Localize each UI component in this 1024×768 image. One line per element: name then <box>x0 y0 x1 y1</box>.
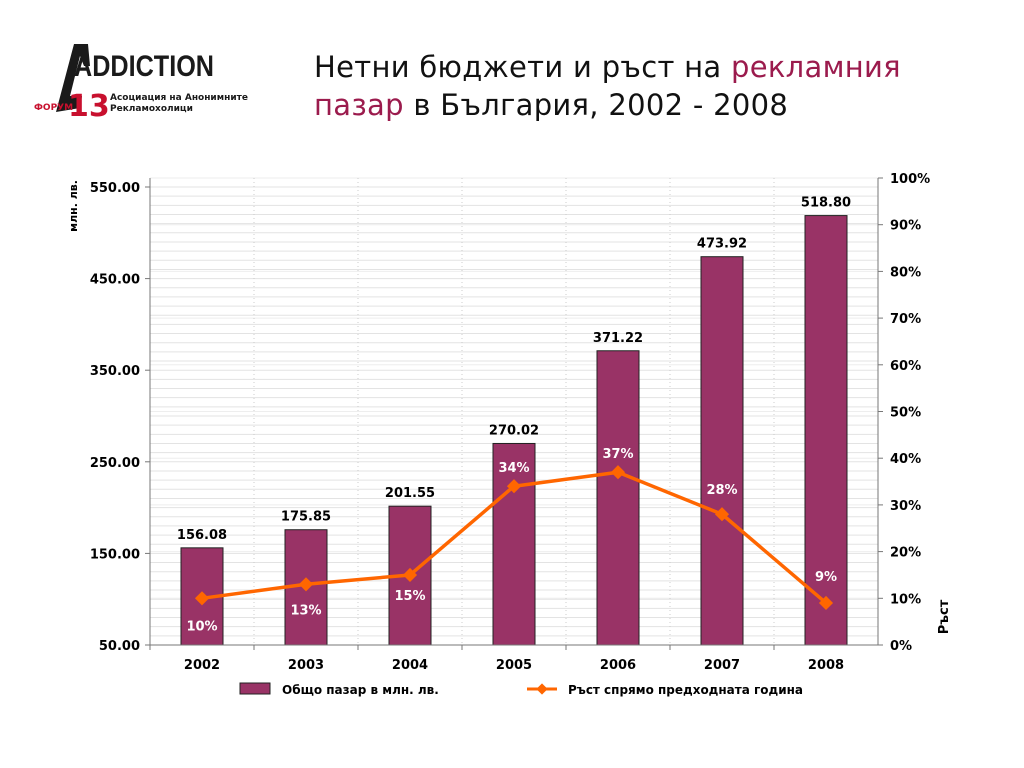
growth-marker-2004 <box>402 567 418 583</box>
legend-swatch-marker <box>536 683 548 695</box>
legend-label-bar: Общо пазар в млн. лв. <box>282 683 439 697</box>
title-part1: Нетни бюджети и ръст на <box>314 50 732 84</box>
x-tick-label: 2008 <box>808 658 844 673</box>
growth-marker-2006 <box>610 465 626 480</box>
x-tick-label: 2007 <box>704 658 740 673</box>
bar-value-label: 201.55 <box>385 486 435 501</box>
bar-2006 <box>596 350 640 646</box>
title-part2: в България, 2002 - 2008 <box>403 88 789 122</box>
x-tick-label: 2006 <box>600 658 636 673</box>
axis-layer: 550.00 450.00 350.00 250.00 150.00 50.00 100% 9… <box>67 172 952 673</box>
y-tick-label: 450.00 <box>90 273 140 288</box>
bar-value-label: 270.02 <box>489 423 539 438</box>
y2-tick-label: 90% <box>890 219 921 234</box>
y2-tick-label: 50% <box>890 406 921 421</box>
y2-tick-label: 60% <box>890 359 921 374</box>
y2-tick-label: 0% <box>890 639 912 654</box>
bar-value-label: 156.08 <box>177 528 227 543</box>
y-axis-title: млн. лв. <box>67 180 80 232</box>
y2-tick-label: 10% <box>890 592 921 607</box>
logo-org-line2: Рекламохолици <box>110 104 193 114</box>
y2-tick-label: 20% <box>890 546 921 561</box>
logo-forum-number: 13 <box>68 89 110 124</box>
y-tick-label: 150.00 <box>90 547 140 562</box>
bar-value-label: 518.80 <box>801 196 851 211</box>
logo-brand-text: ADDICTION <box>74 50 214 83</box>
bar-2008 <box>804 215 848 646</box>
growth-value-label: 10% <box>186 619 217 634</box>
growth-value-label: 37% <box>602 447 633 462</box>
y2-axis-title: Ръст <box>937 599 952 634</box>
label-layer: 156.08 175.85 201.55 270.02 371.22 473.92 518.… <box>177 196 851 635</box>
bar-2007 <box>700 256 744 646</box>
growth-value-label: 28% <box>706 483 737 498</box>
line-layer <box>194 465 834 611</box>
y2-tick-label: 70% <box>890 312 921 327</box>
growth-marker-2007 <box>714 507 730 522</box>
y2-tick-label: 30% <box>890 499 921 514</box>
addiction-forum-logo: ADDICTION ФОРУМ 13 Асоциация на Анонимни… <box>34 44 248 124</box>
y2-tick-label: 100% <box>890 172 930 187</box>
legend-label-line: Ръст спрямо предходната година <box>568 683 803 697</box>
growth-marker-2008 <box>818 595 834 611</box>
y-tick-label: 550.00 <box>90 181 140 196</box>
logo-a-mark <box>56 44 90 112</box>
logo-forum-label: ФОРУМ <box>34 103 73 113</box>
x-tick-label: 2003 <box>288 658 324 673</box>
legend-swatch-bar <box>239 682 271 695</box>
x-tick-label: 2004 <box>392 658 428 673</box>
title-accent1: рекламния <box>731 50 901 84</box>
bar-value-label: 473.92 <box>697 237 747 252</box>
growth-value-label: 15% <box>394 589 425 604</box>
growth-marker-2005 <box>506 479 522 494</box>
growth-marker-2002 <box>194 591 210 606</box>
bar-layer <box>180 215 848 646</box>
legend-layer: Общо пазар в млн. лв. Ръст спрямо предход… <box>239 682 803 697</box>
x-tick-label: 2005 <box>496 658 532 673</box>
y-tick-label: 250.00 <box>90 456 140 471</box>
bar-2005 <box>492 442 536 646</box>
bar-value-label: 371.22 <box>593 331 643 346</box>
bar-value-label: 175.85 <box>281 510 331 525</box>
title-accent2: пазар <box>314 88 404 122</box>
grid-layer <box>149 177 879 646</box>
slide-title: Нетни бюджети и ръст на рекламния пазар в… <box>314 48 1004 124</box>
y-tick-label: 350.00 <box>90 364 140 379</box>
x-tick-label: 2002 <box>184 658 220 673</box>
y-tick-label: 50.00 <box>99 639 140 654</box>
growth-marker-2003 <box>298 577 314 592</box>
growth-value-label: 13% <box>290 603 321 618</box>
logo-org-line1: Асоциация на Анонимните <box>110 93 248 103</box>
growth-value-label: 9% <box>815 570 837 585</box>
y2-tick-label: 40% <box>890 452 921 467</box>
growth-value-label: 34% <box>498 461 529 476</box>
y2-tick-label: 80% <box>890 265 921 280</box>
